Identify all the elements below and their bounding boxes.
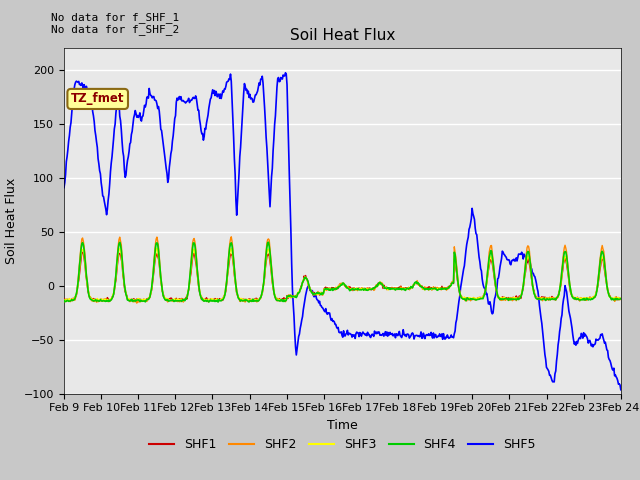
Legend: SHF1, SHF2, SHF3, SHF4, SHF5: SHF1, SHF2, SHF3, SHF4, SHF5 <box>144 433 541 456</box>
Title: Soil Heat Flux: Soil Heat Flux <box>290 28 395 43</box>
Text: No data for f_SHF_1: No data for f_SHF_1 <box>51 12 179 23</box>
Text: No data for f_SHF_2: No data for f_SHF_2 <box>51 24 179 35</box>
X-axis label: Time: Time <box>327 419 358 432</box>
Y-axis label: Soil Heat Flux: Soil Heat Flux <box>5 178 19 264</box>
Text: TZ_fmet: TZ_fmet <box>71 93 124 106</box>
